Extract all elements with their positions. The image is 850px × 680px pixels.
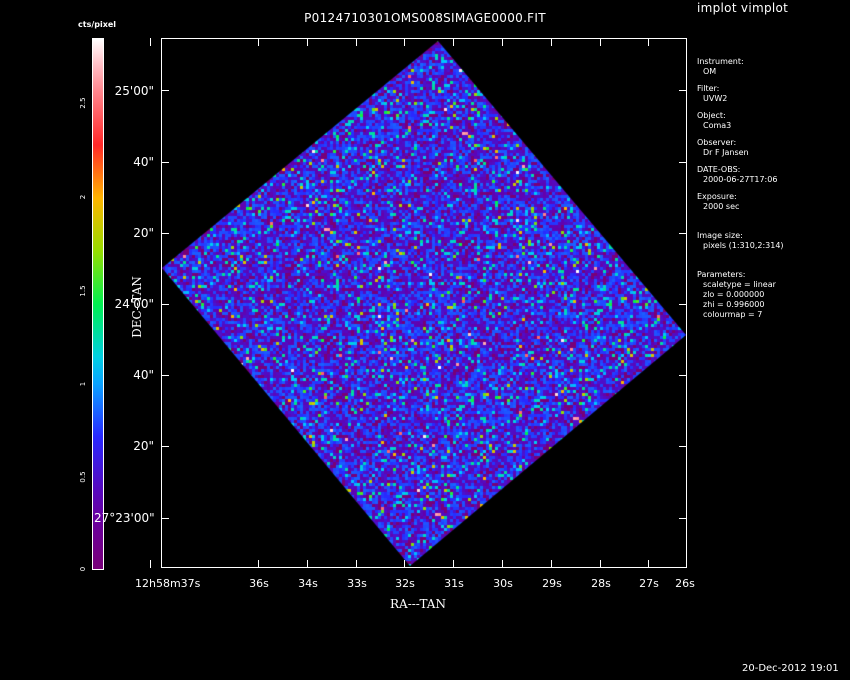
x-tick-label: 12h58m37s [135, 577, 201, 590]
instrument-value: OM [703, 67, 717, 76]
image-size-label: Image size: [697, 231, 743, 240]
colorbar-tick-2: 1 [79, 381, 87, 387]
x-tick-mark [356, 38, 357, 46]
x-tick-mark [686, 560, 687, 568]
colorbar-tick-3: 1.5 [79, 285, 87, 297]
colorbar-tick-1: 0.5 [79, 471, 87, 483]
y-tick-mark [161, 162, 169, 163]
y-tick-mark [679, 375, 687, 376]
colorbar-label: cts/pixel [78, 20, 117, 29]
y-tick-mark [679, 446, 687, 447]
x-tick-label: 29s [542, 577, 562, 590]
y-tick-mark [161, 375, 169, 376]
y-tick-label: 20" [133, 439, 154, 453]
x-tick-mark [551, 38, 552, 46]
param-zhi: zhi = 0.996000 [703, 300, 765, 309]
footer-timestamp: 20-Dec-2012 19:01 [742, 663, 839, 674]
x-tick-mark [404, 38, 405, 46]
y-tick-mark [161, 233, 169, 234]
x-tick-mark [356, 560, 357, 568]
exposure-label: Exposure: [697, 192, 737, 201]
x-tick-mark [453, 560, 454, 568]
y-tick-label: 40" [133, 155, 154, 169]
x-tick-label: 31s [444, 577, 464, 590]
exposure-value: 2000 sec [703, 202, 740, 211]
y-tick-label: 20" [133, 226, 154, 240]
colorbar-tick-5: 2.5 [79, 97, 87, 109]
x-tick-mark [150, 38, 151, 46]
colorbar-tick-4: 2 [79, 194, 87, 200]
plot-title: P0124710301OMS008SIMAGE0000.FIT [304, 11, 546, 25]
y-tick-label: 27°23'00" [94, 511, 155, 525]
param-colourmap: colourmap = 7 [703, 310, 763, 319]
x-axis-label: RA---TAN [390, 597, 446, 611]
observer-label: Observer: [697, 138, 737, 147]
x-tick-label: 30s [493, 577, 513, 590]
param-zlo: zlo = 0.000000 [703, 290, 765, 299]
y-tick-mark [679, 233, 687, 234]
date-obs-value: 2000-06-27T17:06 [703, 175, 778, 184]
x-tick-label: 28s [591, 577, 611, 590]
y-tick-mark [679, 518, 687, 519]
x-tick-mark [686, 38, 687, 46]
x-tick-mark [502, 560, 503, 568]
x-tick-mark [307, 38, 308, 46]
y-tick-mark [161, 90, 169, 91]
y-tick-mark [679, 304, 687, 305]
instrument-label: Instrument: [697, 57, 744, 66]
x-tick-mark [600, 38, 601, 46]
x-tick-mark [648, 560, 649, 568]
x-tick-label: 27s [639, 577, 659, 590]
info-panel: Instrument: OM Filter: UVW2 Object: Coma… [697, 57, 784, 327]
y-tick-mark [679, 162, 687, 163]
param-scaletype: scaletype = linear [703, 280, 776, 289]
x-tick-mark [453, 38, 454, 46]
x-tick-mark [502, 38, 503, 46]
parameters-label: Parameters: [697, 270, 746, 279]
x-tick-label: 26s [675, 577, 695, 590]
y-tick-mark [161, 518, 169, 519]
observer-value: Dr F Jansen [703, 148, 749, 157]
y-tick-mark [161, 304, 169, 305]
y-tick-mark [161, 446, 169, 447]
x-tick-mark [258, 560, 259, 568]
x-tick-label: 33s [347, 577, 367, 590]
x-tick-mark [150, 560, 151, 568]
y-tick-label: 24'00" [114, 297, 154, 311]
x-tick-mark [600, 560, 601, 568]
x-tick-mark [307, 560, 308, 568]
colorbar [92, 38, 104, 570]
x-tick-mark [404, 560, 405, 568]
y-tick-label: 25'00" [114, 84, 154, 98]
y-axis-label: DEC--TAN [130, 276, 144, 338]
y-tick-label: 40" [133, 368, 154, 382]
y-tick-mark [679, 90, 687, 91]
colorbar-tick-0: 0 [79, 566, 87, 572]
x-tick-label: 32s [395, 577, 415, 590]
x-tick-mark [258, 38, 259, 46]
x-tick-mark [551, 560, 552, 568]
app-title: implot vimplot [697, 1, 789, 15]
plot-frame [161, 38, 687, 568]
x-tick-mark [648, 38, 649, 46]
x-tick-label: 36s [249, 577, 269, 590]
date-obs-label: DATE-OBS: [697, 165, 741, 174]
filter-label: Filter: [697, 84, 720, 93]
object-label: Object: [697, 111, 726, 120]
x-tick-label: 34s [298, 577, 318, 590]
image-size-value: pixels (1:310,2:314) [703, 241, 784, 250]
object-value: Coma3 [703, 121, 732, 130]
sky-image[interactable] [162, 39, 686, 567]
filter-value: UVW2 [703, 94, 728, 103]
